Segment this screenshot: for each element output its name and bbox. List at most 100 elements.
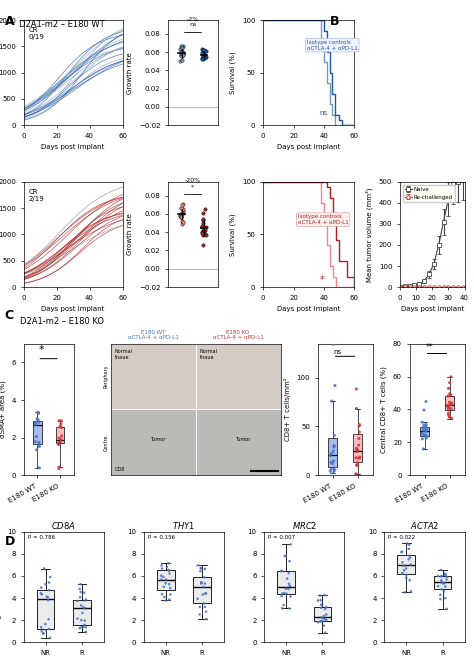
Point: [356, 427, 363, 438]
Point: [328, 329, 336, 340]
PathPatch shape: [56, 427, 64, 444]
Point: [36, 441, 43, 452]
Point: [353, 443, 360, 454]
Point: [442, 569, 449, 580]
Point: [321, 614, 329, 625]
Point: [45, 577, 53, 588]
Y-axis label: Growth rate: Growth rate: [128, 52, 133, 94]
Point: [40, 628, 47, 639]
Point: [37, 622, 45, 633]
Point: [42, 579, 49, 589]
Point: [32, 419, 40, 430]
Point: [158, 563, 166, 574]
Point: [199, 53, 206, 64]
Point: [200, 46, 207, 57]
Point: [76, 592, 84, 603]
Text: Tumor: Tumor: [235, 437, 250, 442]
Y-axis label: Central CD8+ T cells (%): Central CD8+ T cells (%): [381, 366, 387, 453]
Point: [201, 572, 208, 583]
Text: D: D: [5, 535, 15, 548]
Point: [281, 551, 288, 561]
Point: [179, 41, 187, 52]
Point: [77, 587, 84, 597]
Point: [34, 407, 42, 417]
Point: [402, 573, 410, 583]
Point: [179, 199, 187, 209]
Point: [441, 569, 449, 580]
Point: [77, 600, 85, 611]
Point: [81, 595, 89, 606]
Point: [330, 442, 338, 452]
Point: [278, 603, 286, 613]
Point: [158, 589, 166, 599]
Text: D2A1-m2 – E180 WT: D2A1-m2 – E180 WT: [19, 20, 104, 29]
Point: [399, 568, 406, 579]
Text: **: **: [426, 343, 433, 352]
Point: [330, 467, 337, 478]
Point: [31, 417, 39, 428]
Point: [443, 574, 450, 585]
Point: [353, 460, 360, 470]
Point: [323, 602, 330, 613]
Text: P = 0.786: P = 0.786: [27, 535, 55, 540]
Point: [201, 225, 209, 235]
Point: [38, 589, 46, 599]
Bar: [196, 344, 281, 409]
Point: [180, 49, 187, 60]
Point: [35, 408, 42, 419]
Point: [356, 419, 364, 430]
Point: [198, 578, 205, 589]
Point: [179, 48, 186, 59]
Point: [401, 587, 409, 597]
Point: [178, 219, 185, 229]
Point: [446, 389, 454, 399]
Point: [287, 591, 294, 602]
Title: $\it{CD8A}$: $\it{CD8A}$: [51, 520, 76, 531]
Point: [163, 561, 171, 572]
Point: [38, 626, 46, 637]
Point: [177, 212, 185, 223]
Point: [55, 438, 63, 448]
Y-axis label: αSMA+ area (%): αSMA+ area (%): [0, 381, 6, 438]
Point: [55, 463, 63, 474]
Text: Normal
tissue: Normal tissue: [115, 349, 133, 360]
Point: [199, 221, 206, 231]
Point: [447, 389, 455, 400]
Point: [57, 434, 65, 445]
Point: [199, 229, 207, 240]
Point: [199, 54, 207, 64]
Point: [330, 456, 337, 466]
Point: [81, 615, 89, 626]
Point: [444, 400, 452, 411]
PathPatch shape: [193, 577, 211, 603]
Text: Periphery: Periphery: [104, 365, 109, 388]
Point: [177, 211, 184, 222]
Point: [177, 203, 185, 214]
X-axis label: Days post implant: Days post implant: [277, 145, 340, 151]
Point: [199, 54, 206, 64]
Point: [45, 595, 52, 605]
Point: [443, 571, 450, 582]
Point: [316, 616, 324, 627]
Point: [201, 44, 208, 55]
Point: [201, 228, 208, 239]
Point: [447, 403, 455, 414]
Point: [198, 578, 205, 589]
Point: [280, 588, 288, 599]
Point: [179, 208, 187, 219]
Point: [35, 416, 42, 427]
Point: [37, 588, 45, 599]
Point: [56, 438, 64, 448]
Point: [82, 627, 90, 638]
Point: [202, 588, 210, 599]
Point: [285, 583, 292, 594]
Point: [330, 430, 338, 441]
Point: [321, 603, 329, 614]
Point: [55, 415, 63, 426]
Point: [320, 611, 328, 622]
Point: [407, 559, 414, 570]
Point: [283, 573, 291, 584]
Point: [329, 446, 337, 456]
Title: $\it{ACTA2}$: $\it{ACTA2}$: [410, 520, 439, 531]
Point: [405, 539, 413, 550]
